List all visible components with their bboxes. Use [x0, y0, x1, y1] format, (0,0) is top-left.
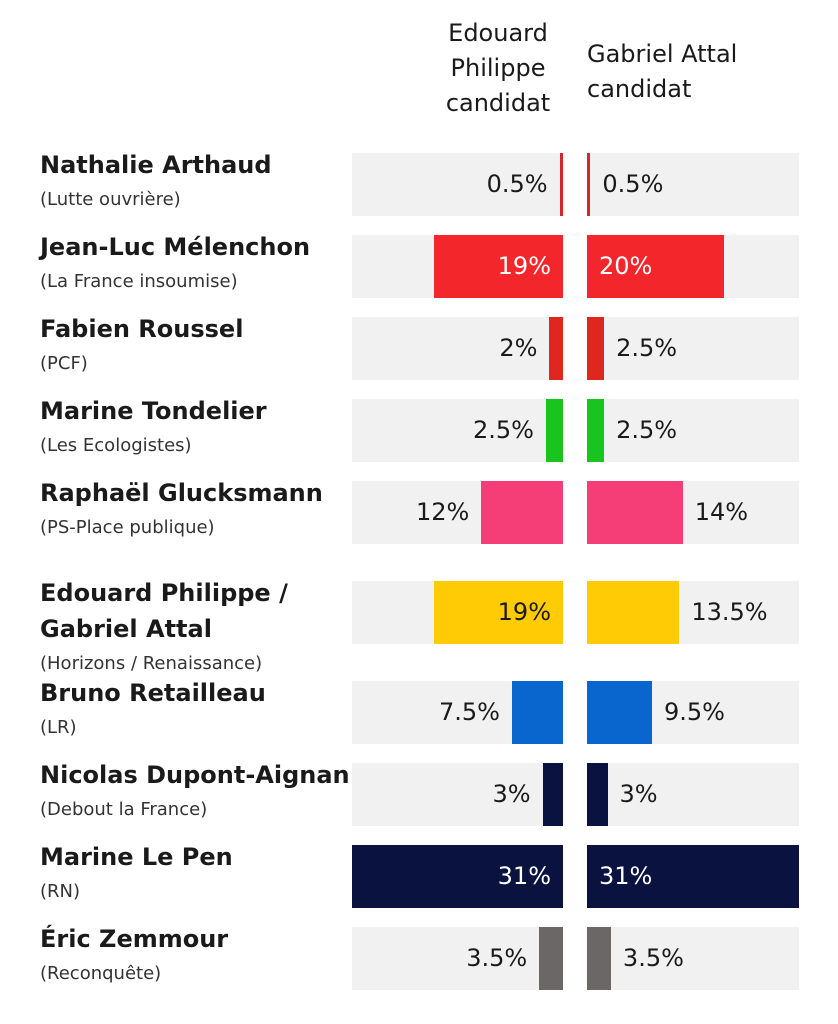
left-track [352, 317, 563, 380]
candidate-name: Gabriel Attal [40, 615, 212, 643]
party-name: (Les Ecologistes) [40, 435, 192, 456]
right-bar [587, 581, 680, 644]
column-header-right-line-1: Gabriel Attal [587, 40, 738, 68]
right-track [587, 153, 799, 216]
candidate-name: Nathalie Arthaud [40, 151, 272, 179]
candidate-name: Marine Tondelier [40, 397, 267, 425]
right-value-label: 13.5% [691, 598, 768, 626]
right-value-label: 14% [694, 498, 749, 526]
party-name: (La France insoumise) [40, 271, 238, 292]
party-name: (Lutte ouvrière) [40, 189, 181, 210]
left-bar [545, 399, 563, 462]
right-value-label: 31% [599, 862, 653, 890]
right-value-label: 2.5% [616, 416, 678, 444]
left-bar [433, 235, 563, 298]
candidate-name: Éric Zemmour [40, 925, 229, 953]
candidate-name: Raphaël Glucksmann [40, 479, 323, 507]
left-bar [433, 581, 563, 644]
right-track [587, 763, 799, 826]
candidate-name: Fabien Roussel [40, 315, 244, 343]
left-bar [559, 153, 563, 216]
left-value-label: 3.5% [466, 944, 528, 972]
right-bar [587, 481, 683, 544]
left-bar [549, 317, 563, 380]
left-value-label: 31% [497, 862, 551, 890]
column-header-gabriel-attal: Gabriel Attal candidat [587, 37, 807, 107]
right-value-label: 3.5% [622, 944, 684, 972]
column-header-left-line-2: Philippe [450, 54, 546, 82]
right-bar [587, 927, 611, 990]
left-track [352, 153, 563, 216]
left-bar [539, 927, 563, 990]
right-bar [587, 763, 608, 826]
party-name: (Horizons / Renaissance) [40, 653, 263, 674]
party-name: (Reconquête) [40, 963, 162, 984]
right-bar [587, 153, 591, 216]
party-name: (PS-Place publique) [40, 517, 215, 538]
right-value-label: 20% [599, 252, 653, 280]
party-name: (RN) [40, 881, 81, 902]
candidate-name: Bruno Retailleau [40, 679, 266, 707]
right-value-label: 3% [619, 780, 658, 808]
right-value-label: 9.5% [663, 698, 725, 726]
column-header-right-line-2: candidat [587, 75, 692, 103]
right-bar [587, 235, 724, 298]
column-header-edouard-philippe: Edouard Philippe candidat [430, 16, 566, 121]
candidate-name: Marine Le Pen [40, 843, 233, 871]
right-track [587, 317, 799, 380]
left-value-label: 3% [492, 780, 531, 808]
left-value-label: 19% [497, 598, 551, 626]
left-bar [542, 763, 563, 826]
right-track [587, 927, 799, 990]
right-value-label: 0.5% [602, 170, 664, 198]
right-value-label: 2.5% [616, 334, 678, 362]
right-bar [587, 399, 605, 462]
party-name: (LR) [40, 717, 77, 738]
left-bar [511, 681, 563, 744]
left-track [352, 399, 563, 462]
right-bar [587, 681, 652, 744]
left-track [352, 927, 563, 990]
right-bar [587, 317, 605, 380]
left-value-label: 7.5% [438, 698, 500, 726]
left-value-label: 2.5% [473, 416, 534, 444]
left-bar [352, 845, 563, 908]
column-header-left-line-3: candidat [445, 89, 551, 117]
candidate-name: Edouard Philippe / [40, 579, 288, 607]
column-header-left-line-1: Edouard [448, 19, 548, 47]
candidate-name: Jean-Luc Mélenchon [40, 233, 311, 261]
right-bar [587, 845, 799, 908]
left-value-label: 2% [499, 334, 538, 362]
party-name: (Debout la France) [40, 799, 208, 820]
left-value-label: 0.5% [486, 170, 548, 198]
left-value-label: 12% [415, 498, 470, 526]
right-track [587, 399, 799, 462]
left-track [352, 763, 563, 826]
left-bar [481, 481, 563, 544]
party-name: (PCF) [40, 353, 88, 374]
left-value-label: 19% [497, 252, 551, 280]
candidate-name: Nicolas Dupont-Aignan [40, 761, 350, 789]
